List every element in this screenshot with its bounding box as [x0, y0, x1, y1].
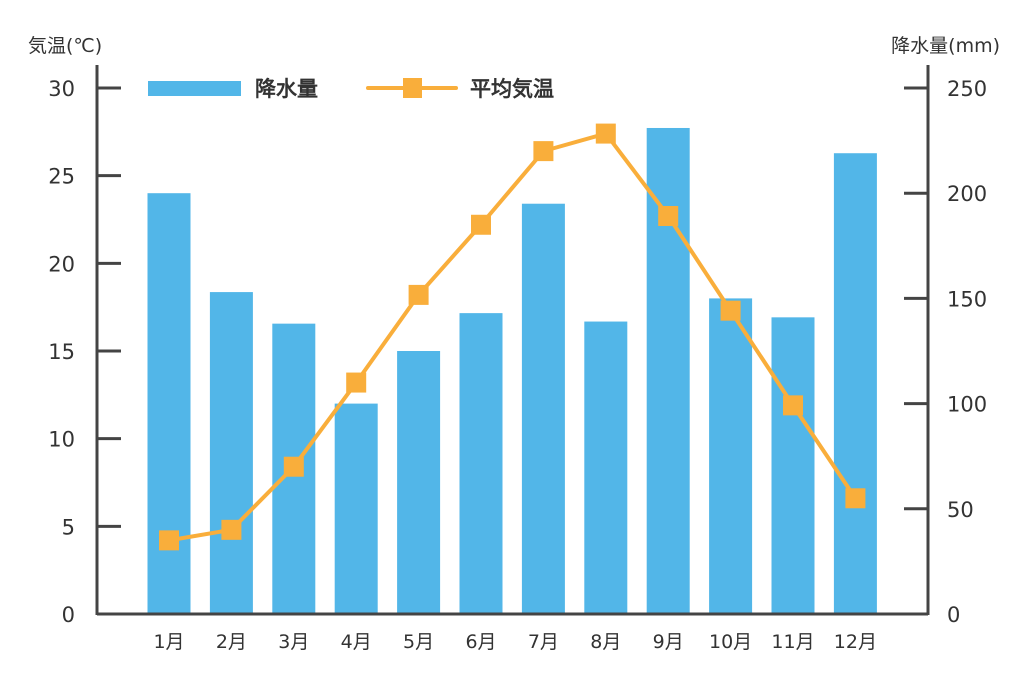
x-tick-label: 10月 — [709, 631, 752, 653]
x-tick-label: 8月 — [590, 631, 621, 653]
precipitation-bar — [646, 127, 690, 614]
temperature-marker — [720, 300, 741, 321]
temperature-marker — [533, 141, 554, 162]
x-tick-label: 3月 — [278, 631, 309, 653]
temperature-marker — [159, 530, 179, 551]
right-tick-label: 0 — [947, 603, 960, 627]
precipitation-bar — [709, 298, 753, 614]
legend-label-temperature: 平均気温 — [470, 77, 554, 101]
left-tick-label: 30 — [48, 77, 75, 101]
precipitation-bar — [209, 292, 253, 614]
temperature-marker — [221, 519, 242, 540]
precipitation-bar — [584, 321, 628, 614]
left-tick-label: 15 — [48, 340, 75, 364]
legend-label-precipitation: 降水量 — [255, 77, 318, 101]
x-tick-label: 7月 — [528, 631, 559, 653]
right-tick-label: 200 — [947, 182, 987, 206]
x-tick-label: 4月 — [341, 631, 372, 653]
precipitation-bar — [459, 313, 503, 614]
right-tick-label: 100 — [947, 393, 987, 417]
x-tick-label: 11月 — [771, 631, 814, 653]
left-tick-label: 20 — [48, 252, 75, 276]
x-tick-label: 6月 — [465, 631, 496, 653]
left-tick-label: 0 — [62, 603, 75, 627]
legend-square-marker — [403, 78, 422, 98]
left-axis-label: 気温(℃) — [28, 35, 102, 57]
temperature-marker — [845, 488, 866, 509]
precipitation-bar — [521, 203, 565, 614]
precipitation-bar — [771, 317, 815, 614]
x-tick-label: 9月 — [653, 631, 684, 653]
temperature-marker — [346, 372, 367, 393]
legend-bar-swatch — [148, 81, 241, 96]
legend: 降水量 平均気温 — [148, 77, 554, 101]
x-tick-label: 2月 — [216, 631, 247, 653]
x-tick-label: 12月 — [834, 631, 877, 653]
x-tick-label: 5月 — [403, 631, 434, 653]
precipitation-bar — [334, 403, 378, 614]
precipitation-bar — [147, 193, 191, 614]
right-tick-label: 250 — [947, 77, 987, 101]
x-tick-label: 1月 — [153, 631, 184, 653]
precipitation-bar — [833, 153, 877, 614]
left-tick-label: 5 — [62, 515, 75, 539]
temperature-marker — [783, 395, 803, 416]
left-tick-label: 10 — [48, 428, 75, 452]
temperature-marker — [283, 456, 304, 477]
precipitation-bar — [397, 351, 441, 614]
temperature-marker — [408, 284, 429, 305]
right-tick-label: 150 — [947, 287, 987, 311]
temperature-marker — [658, 205, 679, 226]
temperature-line — [168, 131, 858, 543]
temperature-marker — [471, 214, 491, 235]
right-tick-label: 50 — [947, 498, 974, 522]
left-tick-label: 25 — [48, 165, 75, 189]
temperature-marker — [595, 123, 616, 144]
right-axis-label: 降水量(mm) — [891, 35, 1000, 57]
